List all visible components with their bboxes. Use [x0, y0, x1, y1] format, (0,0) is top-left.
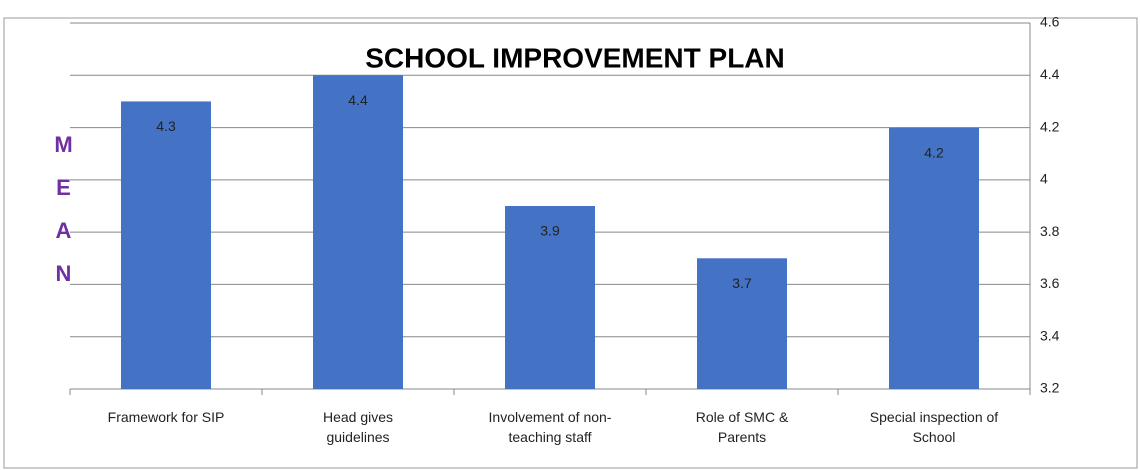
chart-title: SCHOOL IMPROVEMENT PLAN: [365, 42, 785, 73]
y-tick-label: 3.2: [1040, 380, 1060, 396]
bar: [313, 75, 403, 390]
x-tick-label: Head gives guidelines: [322, 409, 394, 445]
y-tick-label: 4.6: [1040, 14, 1060, 30]
chart-border: [3, 17, 1138, 469]
y-tick-label: 3.6: [1040, 275, 1060, 291]
bar: [505, 206, 595, 389]
data-label: 3.9: [540, 223, 560, 239]
y-tick-label: 3.4: [1040, 327, 1060, 343]
y-tick-label: 3.8: [1040, 223, 1060, 239]
bar: [121, 101, 211, 389]
data-label: 3.7: [732, 275, 752, 291]
x-tick-label: Special inspection of School: [869, 409, 999, 445]
x-tick-label: Framework for SIP: [107, 409, 225, 425]
y-axis-label: MEAN: [51, 132, 76, 304]
y-tick-label: 4.2: [1040, 118, 1060, 134]
bar: [889, 127, 979, 390]
x-tick-label: Involvement of non- teaching staff: [488, 409, 612, 445]
x-tick-label: Role of SMC & Parents: [695, 409, 789, 445]
y-tick-label: 4: [1040, 171, 1048, 187]
data-label: 4.2: [924, 144, 944, 160]
data-label: 4.3: [156, 118, 176, 134]
data-label: 4.4: [348, 92, 368, 108]
bar: [697, 258, 787, 389]
y-tick-label: 4.4: [1040, 66, 1060, 82]
